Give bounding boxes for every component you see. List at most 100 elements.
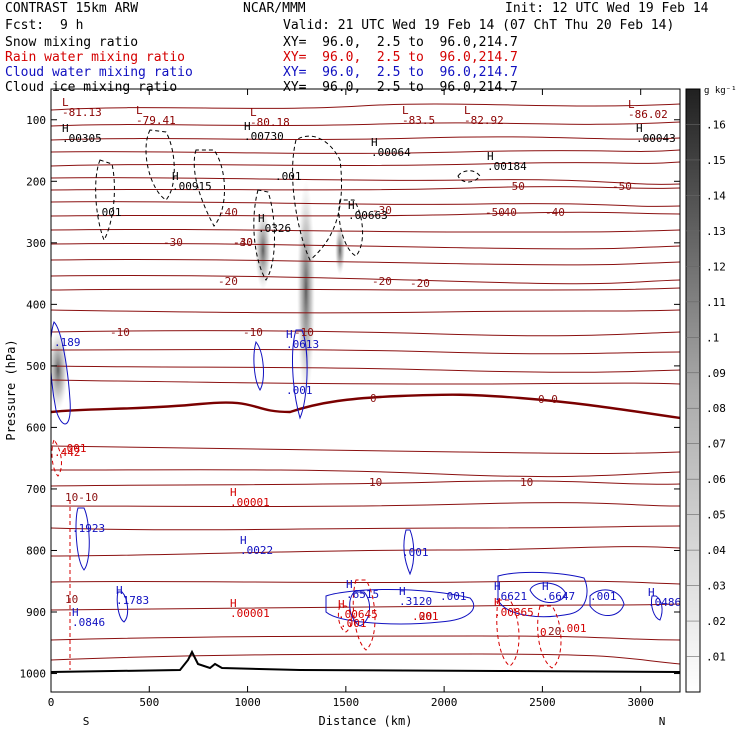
temperature-contour-2 (51, 136, 680, 141)
legend-snow: Snow mixing ratio (5, 35, 139, 50)
cloud-water-contour-11 (651, 595, 663, 621)
temperature-label-16: 0 (370, 392, 377, 405)
cloud-water-contour-5 (325, 589, 475, 625)
colorbar-label-6: .07 (706, 438, 726, 451)
terrain-line (51, 649, 680, 673)
legend-cloud-water-xy: XY= 96.0, 2.5 to 96.0,214.7 (283, 65, 518, 80)
temperature-contour-18 (51, 379, 680, 385)
legend-cloud-ice-xy: XY= 96.0, 2.5 to 96.0,214.7 (283, 80, 518, 95)
x-axis-label: Distance (km) (319, 714, 413, 728)
extremum-value-17: .1783 (116, 594, 149, 607)
extremum-value-10: .00043 (636, 132, 676, 145)
extremum-type-16: H (240, 534, 247, 547)
temperature-contour-3 (51, 149, 680, 154)
extremum-type-6: H (62, 122, 69, 135)
legend-cloud-water: Cloud water mixing ratio (5, 65, 193, 80)
y-tick-label-5: 600 (26, 421, 46, 434)
extremum-value-20: .6515 (346, 588, 379, 601)
temperature-label-11: -20 (372, 275, 392, 288)
extremum-type-9: H (487, 150, 494, 163)
snow-shade-3 (335, 225, 345, 275)
temperature-contour-21 (51, 480, 680, 487)
temperature-label-10: -20 (218, 275, 238, 288)
temperature-label-3: -40 (497, 206, 517, 219)
colorbar-label-2: .03 (706, 580, 726, 593)
extremum-value-28: .189 (54, 336, 81, 349)
contour-label-3: .001 (402, 546, 429, 559)
temperature-contour-19 (51, 445, 680, 454)
extremum-type-4: L (464, 104, 471, 117)
temperature-contour-6 (51, 186, 680, 191)
cloud-water-contour-2 (253, 340, 264, 391)
y-tick-label-6: 700 (26, 483, 46, 496)
x-tick-label-5: 2500 (529, 696, 556, 709)
init-time: Init: 12 UTC Wed 19 Feb 14 (505, 1, 709, 16)
temperature-label-21: 10 (65, 593, 78, 606)
extremum-type-0: L (62, 96, 69, 109)
extremum-value-24: .00865 (494, 606, 534, 619)
plot-frame (50, 88, 681, 693)
extremum-type-8: H (371, 136, 378, 149)
contour-labels: -50 -50-50-40 -40-40-40-30-30 -30-20 -20 -20-… (54, 96, 681, 639)
extremum-type-26: H (338, 598, 345, 611)
extremum-value-25: .0486 (648, 596, 681, 609)
y-axis-label: Pressure (hPa) (4, 339, 18, 440)
colorbar-label-11: .12 (706, 260, 726, 273)
temperature-contour-12 (51, 274, 680, 285)
temperature-label-0: -50 (505, 180, 525, 193)
extremum-value-2: -80.18 (250, 116, 290, 129)
extremum-value-13: .00663 (348, 209, 388, 222)
extremum-type-23: H (542, 580, 549, 593)
extremum-type-11: H (172, 170, 179, 183)
temperature-contour-25 (51, 580, 680, 585)
rain-contour-1 (51, 439, 62, 477)
extremum-value-3: -83.5 (402, 114, 435, 127)
legend-snow-xy: XY= 96.0, 2.5 to 96.0,214.7 (283, 35, 518, 50)
cloud-water-contour-1 (75, 507, 90, 571)
legend-cloud-ice: Cloud ice mixing ratio (5, 80, 178, 95)
extremum-value-12: .0326 (258, 222, 291, 235)
contour-label-4: .001 (440, 590, 467, 603)
temperature-contour-8 (51, 211, 680, 217)
extremum-value-7: .00730 (244, 130, 284, 143)
temperature-contour-7 (51, 201, 680, 207)
temperature-contour-16 (51, 349, 680, 355)
forecast-hour: 9 h (60, 18, 84, 33)
x-tick-label-6: 3000 (627, 696, 654, 709)
extremum-type-5: L (628, 98, 635, 111)
snow-shading (51, 180, 345, 410)
extremum-type-17: H (116, 584, 123, 597)
temperature-label-4: -40 (545, 206, 565, 219)
extremum-value-14: .0613 (286, 338, 319, 351)
south-label: S (83, 715, 90, 728)
extremum-type-19: H (230, 597, 237, 610)
temperature-contour-1 (51, 121, 680, 127)
y-tick-label-4: 500 (26, 360, 46, 373)
contour-label-1: .001 (275, 170, 302, 183)
temperature-contour-23 (51, 525, 680, 531)
colorbar-label-9: .1 (706, 331, 719, 344)
colorbar-label-1: .02 (706, 615, 726, 628)
rain-contour-2 (337, 605, 352, 633)
temperature-contours (51, 103, 680, 673)
extremum-value-5: -86.02 (628, 108, 668, 121)
temperature-label-5: -40 (218, 206, 238, 219)
extremum-type-25: H (648, 586, 655, 599)
colorbar-label-4: .05 (706, 509, 726, 522)
temperature-contour-22 (51, 502, 680, 507)
temperature-label-1: -50 (612, 180, 632, 193)
temperature-label-18: 10 (369, 476, 382, 489)
extremum-type-20: H (346, 578, 353, 591)
contour-label-10: 0 (540, 626, 547, 639)
valid-time: Valid: 21 UTC Wed 19 Feb 14 (07 ChT Thu … (283, 18, 675, 33)
extremum-value-8: .00064 (371, 146, 411, 159)
extremum-type-14: H (286, 328, 293, 341)
extremum-value-21: .3120 (399, 595, 432, 608)
temperature-label-20: 10-10 (65, 491, 98, 504)
extremum-value-23: .6647 (542, 590, 575, 603)
cloud-water-contour-3 (292, 329, 308, 420)
colorbar-label-10: .11 (706, 296, 726, 309)
temperature-label-8: -30 (163, 236, 183, 249)
extremum-value-19: .00001 (230, 607, 270, 620)
